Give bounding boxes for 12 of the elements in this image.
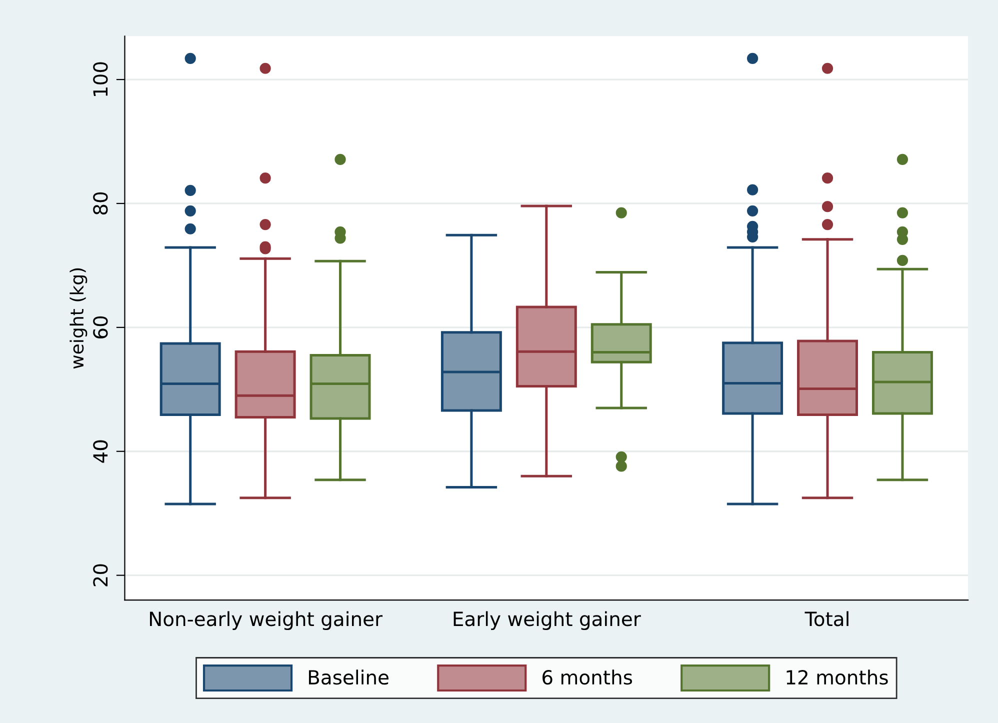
y-tick-label: 40 (93, 440, 108, 463)
y-tick-label: 20 (93, 564, 108, 586)
legend-label: 12 months (786, 670, 888, 685)
legend-label: 6 months (542, 670, 632, 685)
y-tick-label: 80 (93, 192, 108, 215)
legend-label: Baseline (308, 670, 388, 685)
x-tick-label: Early weight gainer (454, 611, 641, 630)
y-tick-label: 100 (93, 62, 108, 96)
x-tick-label: Non-early weight gainer (150, 611, 383, 630)
x-tick-label: Total (804, 611, 848, 626)
y-axis-title: weight (kg) (70, 268, 88, 369)
y-tick-label: 60 (93, 316, 108, 338)
